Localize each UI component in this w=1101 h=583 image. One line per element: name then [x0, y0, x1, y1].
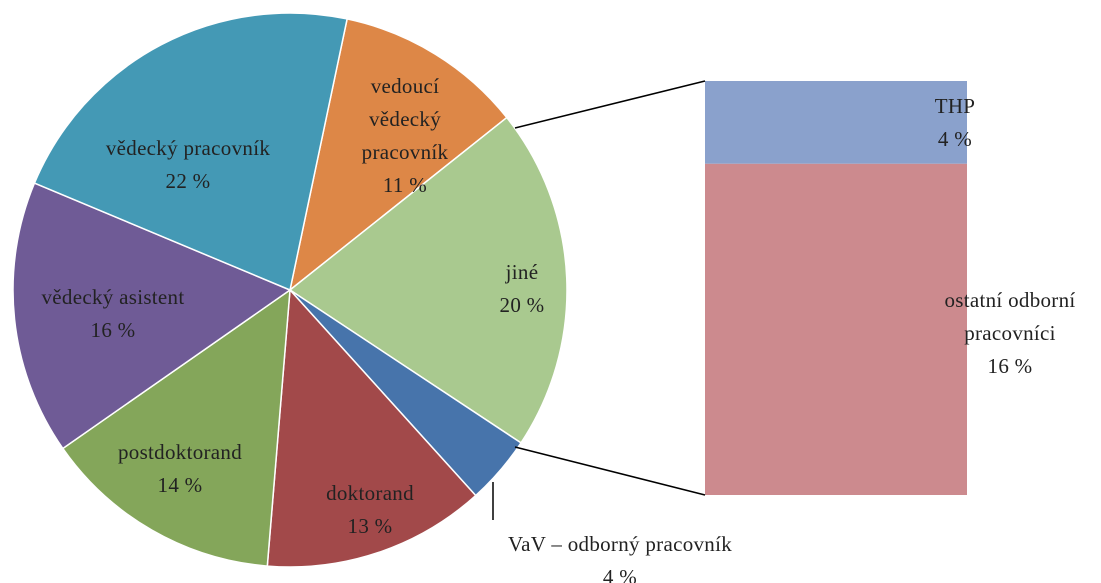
- value-label: 14 %: [157, 473, 203, 497]
- data-label: VaV – odborný pracovník 4 %: [455, 528, 785, 583]
- value-label: 4 %: [937, 127, 973, 151]
- data-label: doktorand 13 %: [290, 477, 450, 543]
- category-label: THP: [934, 94, 976, 118]
- value-label: 4 %: [602, 565, 638, 583]
- value-label: 13 %: [347, 514, 393, 538]
- category-label: postdoktorand: [117, 440, 243, 464]
- category-label: ostatní odborní pracovníci: [944, 288, 1076, 345]
- value-label: 11 %: [382, 173, 428, 197]
- value-label: 16 %: [90, 318, 136, 342]
- pie-slice: [12, 182, 292, 450]
- connector-line: [514, 446, 706, 496]
- connector-line: [514, 80, 706, 129]
- value-label: 16 %: [987, 354, 1033, 378]
- data-label: vědecký asistent 16 %: [8, 281, 218, 347]
- data-label: THP 4 %: [915, 90, 995, 156]
- bar-segment: [705, 163, 967, 496]
- data-label: postdoktorand 14 %: [80, 436, 280, 502]
- category-label: jiné: [505, 260, 539, 284]
- category-label: VaV – odborný pracovník: [507, 532, 733, 556]
- category-label: vědecký asistent: [41, 285, 185, 309]
- bar-segment: [705, 81, 967, 164]
- data-label: jiné 20 %: [472, 256, 572, 322]
- pie-slice: [288, 116, 568, 444]
- pie-slice: [288, 18, 508, 292]
- pie-slice: [61, 288, 291, 567]
- category-label: vědecký pracovník: [105, 136, 271, 160]
- value-label: 20 %: [499, 293, 545, 317]
- pie: [12, 12, 568, 568]
- data-label: ostatní odborní pracovníci 16 %: [915, 284, 1101, 383]
- pie-slice: [266, 288, 477, 568]
- bar-stack: [705, 81, 967, 496]
- category-label: doktorand: [326, 481, 414, 505]
- pie-slice: [33, 12, 349, 292]
- data-label: vedoucí vědecký pracovník 11 %: [335, 70, 475, 202]
- value-label: 22 %: [165, 169, 211, 193]
- data-label: vědecký pracovník 22 %: [68, 132, 308, 198]
- category-label: vedoucí vědecký pracovník: [361, 74, 449, 164]
